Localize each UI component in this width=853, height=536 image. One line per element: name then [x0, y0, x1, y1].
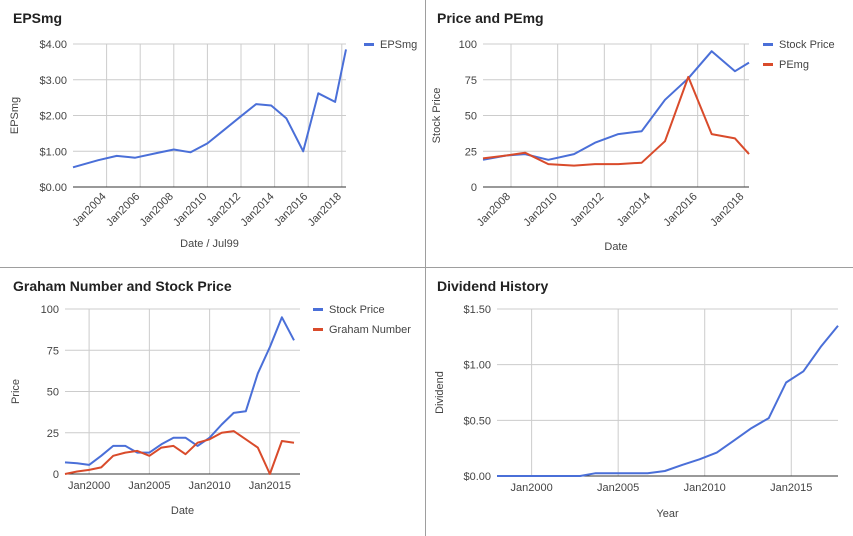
y-tick-label: $1.00: [39, 146, 67, 158]
x-tick-label: Jan2016: [272, 191, 310, 229]
legend-label: Stock Price: [329, 304, 385, 316]
x-axis-title: Date / Jul99: [180, 238, 239, 250]
x-tick-label: Jan2015: [770, 482, 812, 494]
x-tick-label: Jan2000: [511, 482, 553, 494]
eps-chart: $0.00$1.00$2.00$3.00$4.00Jan2004Jan2006J…: [9, 39, 417, 250]
y-tick-label: 50: [465, 111, 477, 123]
y-tick-label: 100: [459, 39, 477, 51]
x-tick-label: Jan2008: [138, 191, 176, 229]
y-axis-title: Price: [10, 379, 22, 404]
x-tick-label: Jan2010: [521, 191, 559, 229]
x-axis-title: Date: [171, 505, 194, 517]
y-tick-label: 75: [465, 75, 477, 87]
series-line-pemg: [482, 75, 750, 167]
legend-swatch: [313, 308, 323, 311]
dividend-chart-panel: Dividend History $0.00 $0.50 $1.00 $1.50 Jan…: [426, 268, 853, 536]
x-tick-label: Jan2012: [568, 191, 606, 229]
y-tick-label: $3.00: [39, 75, 67, 87]
legend-label: Stock Price: [779, 39, 835, 51]
x-axis-title: Year: [656, 508, 679, 520]
x-tick-label: Jan2015: [249, 480, 291, 492]
series-line-stock-price: [64, 316, 295, 466]
x-tick-label: Jan2018: [306, 191, 344, 229]
chart-title: Dividend History: [437, 278, 549, 294]
y-tick-label: $2.00: [39, 111, 67, 123]
eps-chart-panel: EPSmg $0.00 $1.00 $2.00 $3.00 $4.00 Jan2004 Ja…: [0, 0, 426, 268]
x-tick-label: Jan2016: [661, 191, 699, 229]
y-tick-label: 25: [47, 428, 59, 440]
x-tick-label: Jan2006: [104, 191, 142, 229]
y-tick-label: 0: [53, 469, 59, 481]
y-axis-title: Stock Price: [431, 88, 443, 144]
x-tick-label: Jan2014: [238, 191, 276, 229]
series-line-graham-number: [64, 430, 295, 475]
legend-label: EPSmg: [380, 39, 417, 51]
legend-swatch: [364, 43, 374, 46]
legend-label: Graham Number: [329, 324, 411, 336]
y-tick-label: $0.50: [463, 415, 491, 427]
legend-label: PEmg: [779, 59, 809, 71]
y-axis-title: Dividend: [434, 371, 446, 414]
y-tick-label: $1.00: [463, 360, 491, 372]
y-tick-label: 75: [47, 345, 59, 357]
y-tick-label: $0.00: [463, 471, 491, 483]
x-tick-label: Jan2010: [171, 191, 209, 229]
legend-swatch: [763, 43, 773, 46]
chart-title: Price and PEmg: [437, 10, 544, 26]
series-line-stock-price: [482, 50, 750, 161]
chart-title: Graham Number and Stock Price: [13, 278, 232, 294]
graham-chart: 0 25 50 75 100 Jan2000 Jan2005 Jan2010 Jan2015 St…: [10, 304, 411, 517]
legend-swatch: [763, 63, 773, 66]
x-tick-label: Jan2005: [597, 482, 639, 494]
dividend-chart: $0.00 $0.50 $1.00 $1.50 Jan2000 Jan2005 Jan201…: [434, 304, 839, 520]
x-tick-label: Jan2000: [68, 480, 110, 492]
x-tick-label: Jan2014: [615, 191, 653, 229]
x-tick-label: Jan2004: [70, 191, 108, 229]
y-tick-label: 50: [47, 387, 59, 399]
graham-chart-panel: Graham Number and Stock Price 0 25 50 75 100…: [0, 268, 426, 536]
x-axis-title: Date: [604, 241, 627, 253]
price-pemg-chart-panel: Price and PEmg 0 25 50 75 100 Jan2008 Jan2010 J…: [426, 0, 853, 268]
legend-swatch: [313, 328, 323, 331]
x-tick-label: Jan2012: [205, 191, 243, 229]
x-tick-label: Jan2005: [128, 480, 170, 492]
x-tick-label: Jan2008: [475, 191, 513, 229]
y-tick-label: 0: [471, 182, 477, 194]
y-tick-label: $0.00: [39, 182, 67, 194]
series-line: [497, 325, 839, 477]
y-tick-label: $4.00: [39, 39, 67, 51]
y-tick-label: 25: [465, 146, 477, 158]
series-line-epsmg: [72, 49, 347, 169]
x-tick-label: Jan2010: [684, 482, 726, 494]
y-axis-title: EPSmg: [9, 97, 21, 134]
x-tick-label: Jan2018: [708, 191, 746, 229]
y-tick-label: 100: [41, 304, 59, 316]
x-tick-label: Jan2010: [189, 480, 231, 492]
chart-title: EPSmg: [13, 10, 63, 26]
y-tick-label: $1.50: [463, 304, 491, 316]
